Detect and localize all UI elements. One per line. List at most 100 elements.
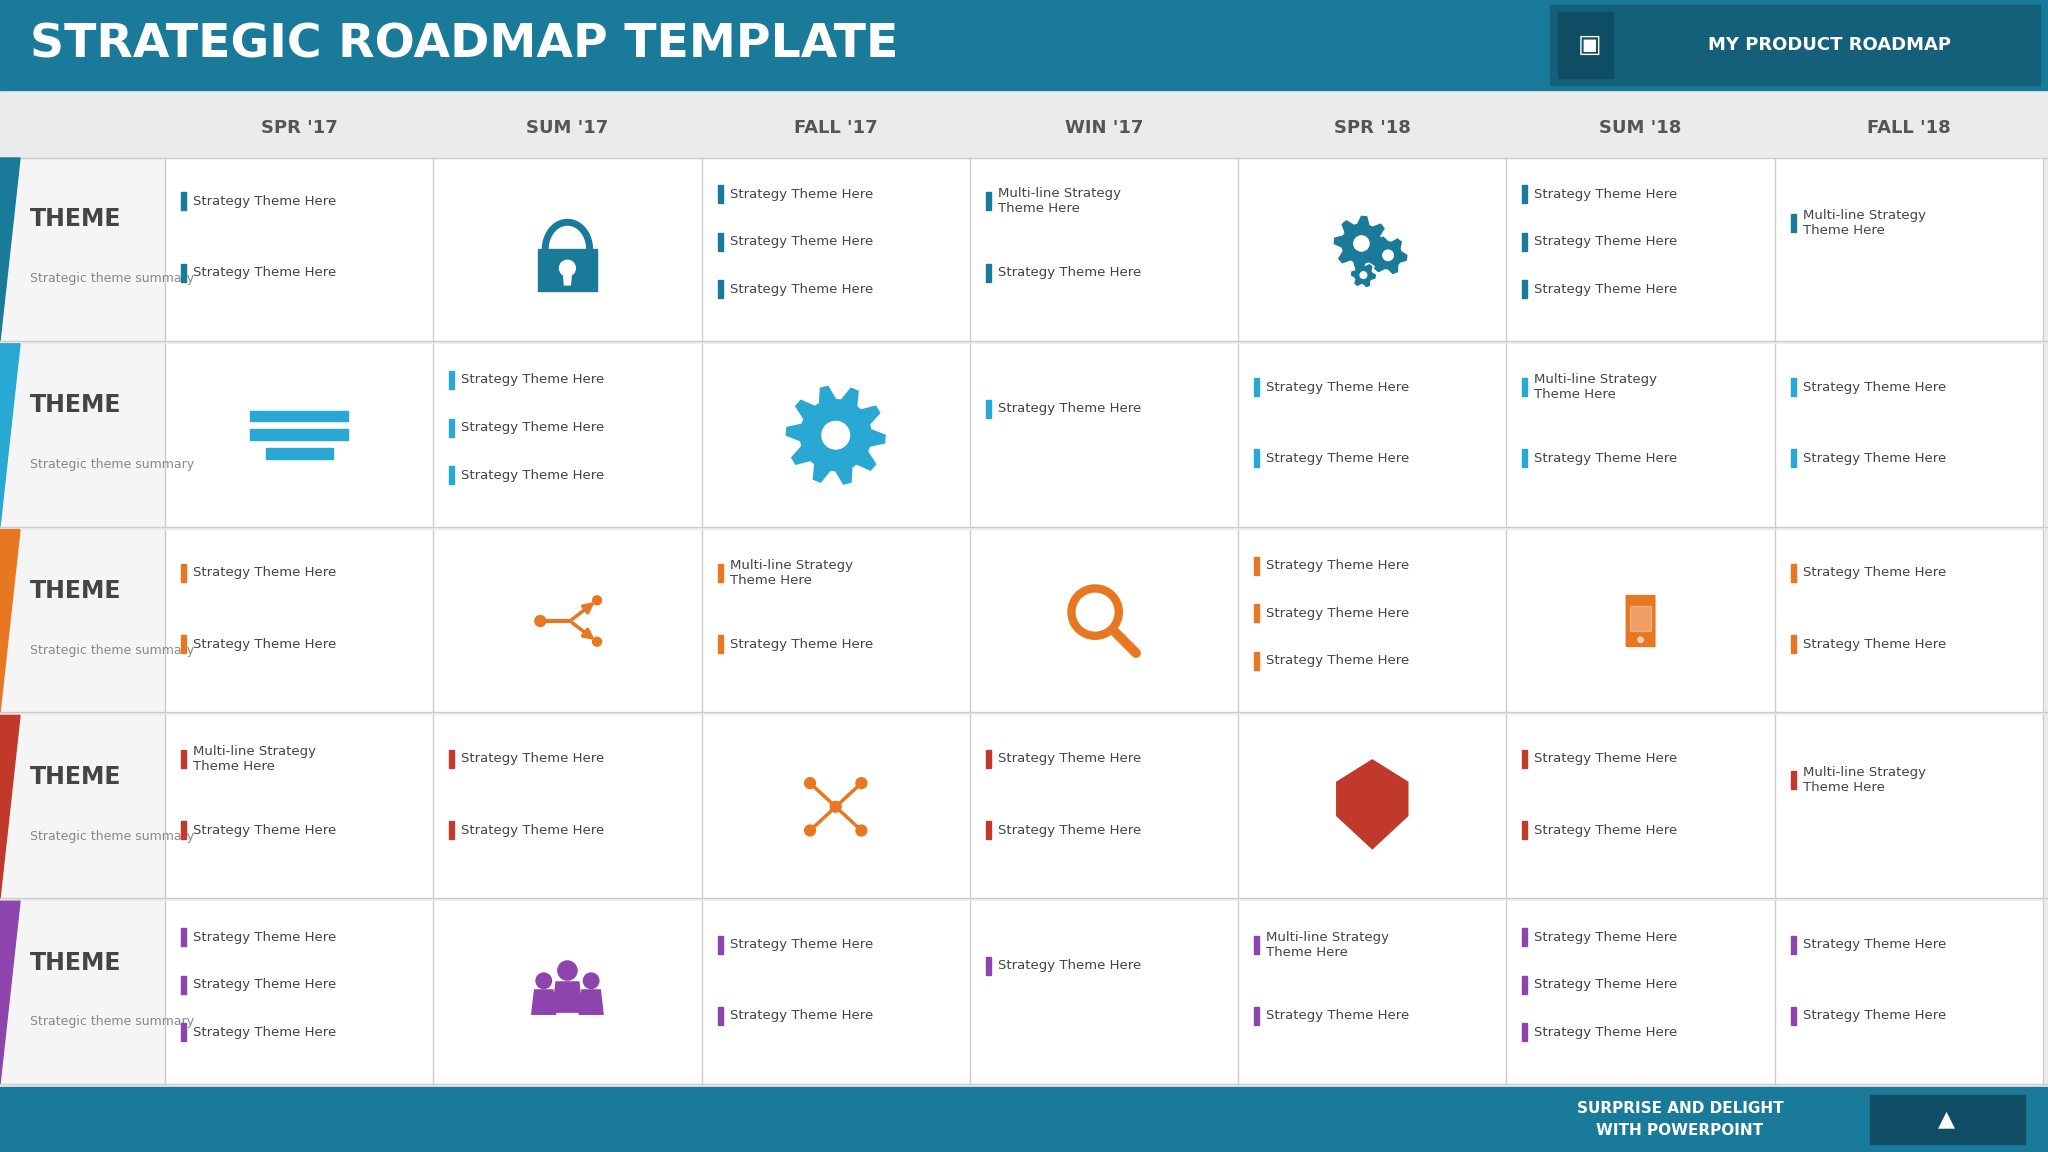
Bar <box>180 929 186 947</box>
Text: WIN '17: WIN '17 <box>1065 119 1143 137</box>
Text: STRATEGIC ROADMAP TEMPLATE: STRATEGIC ROADMAP TEMPLATE <box>31 23 899 68</box>
Bar <box>1522 185 1528 203</box>
Text: ▲: ▲ <box>1939 1109 1956 1129</box>
Text: Strategy Theme Here: Strategy Theme Here <box>1266 1009 1409 1022</box>
Circle shape <box>592 596 602 605</box>
Text: SPR '18: SPR '18 <box>1333 119 1411 137</box>
Bar <box>717 635 723 653</box>
Text: Strategy Theme Here: Strategy Theme Here <box>1802 938 1946 952</box>
Text: Multi-line Strategy
Theme Here: Multi-line Strategy Theme Here <box>1802 209 1925 236</box>
Text: Strategy Theme Here: Strategy Theme Here <box>461 824 604 836</box>
Text: Strategy Theme Here: Strategy Theme Here <box>1534 752 1677 765</box>
Polygon shape <box>580 990 604 1014</box>
Text: Strategy Theme Here: Strategy Theme Here <box>1534 824 1677 836</box>
Bar <box>166 343 2044 526</box>
Bar <box>985 264 991 281</box>
Text: Strategy Theme Here: Strategy Theme Here <box>997 752 1141 765</box>
Circle shape <box>829 802 842 812</box>
Bar <box>1790 635 1796 653</box>
Text: Strategy Theme Here: Strategy Theme Here <box>1802 567 1946 579</box>
Circle shape <box>805 778 815 788</box>
Polygon shape <box>1335 217 1389 271</box>
Bar <box>717 185 723 203</box>
Text: Strategy Theme Here: Strategy Theme Here <box>461 373 604 386</box>
Text: Strategy Theme Here: Strategy Theme Here <box>997 960 1141 972</box>
Text: Strategic theme summary: Strategic theme summary <box>31 644 195 657</box>
Polygon shape <box>786 386 885 484</box>
Bar <box>1522 821 1528 839</box>
Circle shape <box>805 825 815 836</box>
Text: Strategy Theme Here: Strategy Theme Here <box>729 188 872 200</box>
Bar <box>180 821 186 839</box>
Text: ▣: ▣ <box>1579 33 1602 56</box>
Text: Strategy Theme Here: Strategy Theme Here <box>1266 607 1409 620</box>
Text: Strategy Theme Here: Strategy Theme Here <box>193 266 336 279</box>
Circle shape <box>584 973 598 988</box>
Text: Strategy Theme Here: Strategy Theme Here <box>729 1009 872 1022</box>
Bar <box>0 0 2048 90</box>
Bar <box>166 158 2044 341</box>
Polygon shape <box>0 901 20 1084</box>
Bar <box>180 750 186 767</box>
Polygon shape <box>0 530 20 712</box>
Text: Strategy Theme Here: Strategy Theme Here <box>1534 452 1677 465</box>
Bar <box>1790 1007 1796 1025</box>
Text: THEME: THEME <box>31 950 121 975</box>
Bar <box>1790 771 1796 789</box>
Text: Multi-line Strategy
Theme Here: Multi-line Strategy Theme Here <box>193 744 315 773</box>
Bar <box>449 467 455 484</box>
Text: Strategy Theme Here: Strategy Theme Here <box>1534 188 1677 200</box>
Bar <box>0 715 166 899</box>
Text: SURPRISE AND DELIGHT
WITH POWERPOINT: SURPRISE AND DELIGHT WITH POWERPOINT <box>1577 1101 1784 1138</box>
Bar <box>1790 214 1796 232</box>
Text: Strategy Theme Here: Strategy Theme Here <box>193 978 336 992</box>
Bar <box>1253 556 1260 575</box>
Text: THEME: THEME <box>31 207 121 232</box>
Bar <box>1253 935 1260 954</box>
Text: Strategy Theme Here: Strategy Theme Here <box>193 567 336 579</box>
Bar <box>449 750 455 767</box>
Text: Multi-line Strategy
Theme Here: Multi-line Strategy Theme Here <box>1266 931 1389 958</box>
Bar <box>180 264 186 281</box>
Text: Strategy Theme Here: Strategy Theme Here <box>729 938 872 952</box>
Bar <box>166 901 2044 1084</box>
Polygon shape <box>1352 264 1376 287</box>
Text: Strategy Theme Here: Strategy Theme Here <box>193 931 336 943</box>
Bar <box>180 564 186 582</box>
Bar <box>0 530 166 712</box>
Bar <box>1522 280 1528 298</box>
Bar <box>1522 929 1528 947</box>
Text: Strategy Theme Here: Strategy Theme Here <box>1266 559 1409 573</box>
Bar <box>1630 606 1651 631</box>
Bar <box>1559 12 1614 78</box>
Bar <box>985 821 991 839</box>
Text: Strategy Theme Here: Strategy Theme Here <box>193 638 336 651</box>
Text: Multi-line Strategy
Theme Here: Multi-line Strategy Theme Here <box>997 188 1120 215</box>
Bar <box>717 1007 723 1025</box>
Polygon shape <box>0 158 20 341</box>
Bar <box>266 448 332 458</box>
Text: THEME: THEME <box>31 393 121 417</box>
Circle shape <box>537 973 551 988</box>
Bar <box>166 530 2044 712</box>
Text: Strategy Theme Here: Strategy Theme Here <box>1534 282 1677 296</box>
Text: Strategy Theme Here: Strategy Theme Here <box>1534 1026 1677 1039</box>
Text: Strategy Theme Here: Strategy Theme Here <box>1802 638 1946 651</box>
Bar <box>1522 233 1528 251</box>
Text: Strategy Theme Here: Strategy Theme Here <box>1802 452 1946 465</box>
Bar <box>449 371 455 389</box>
Circle shape <box>559 260 575 276</box>
Polygon shape <box>1337 760 1407 849</box>
Polygon shape <box>0 715 20 899</box>
Bar <box>250 410 348 422</box>
Text: Strategy Theme Here: Strategy Theme Here <box>997 402 1141 415</box>
Bar <box>717 233 723 251</box>
Text: Strategic theme summary: Strategic theme summary <box>31 272 195 286</box>
Bar <box>985 400 991 417</box>
Circle shape <box>1360 272 1366 279</box>
Circle shape <box>856 825 866 836</box>
Text: Strategy Theme Here: Strategy Theme Here <box>193 1026 336 1039</box>
Bar <box>1522 1023 1528 1041</box>
Text: Strategic theme summary: Strategic theme summary <box>31 829 195 842</box>
Circle shape <box>1638 637 1642 643</box>
